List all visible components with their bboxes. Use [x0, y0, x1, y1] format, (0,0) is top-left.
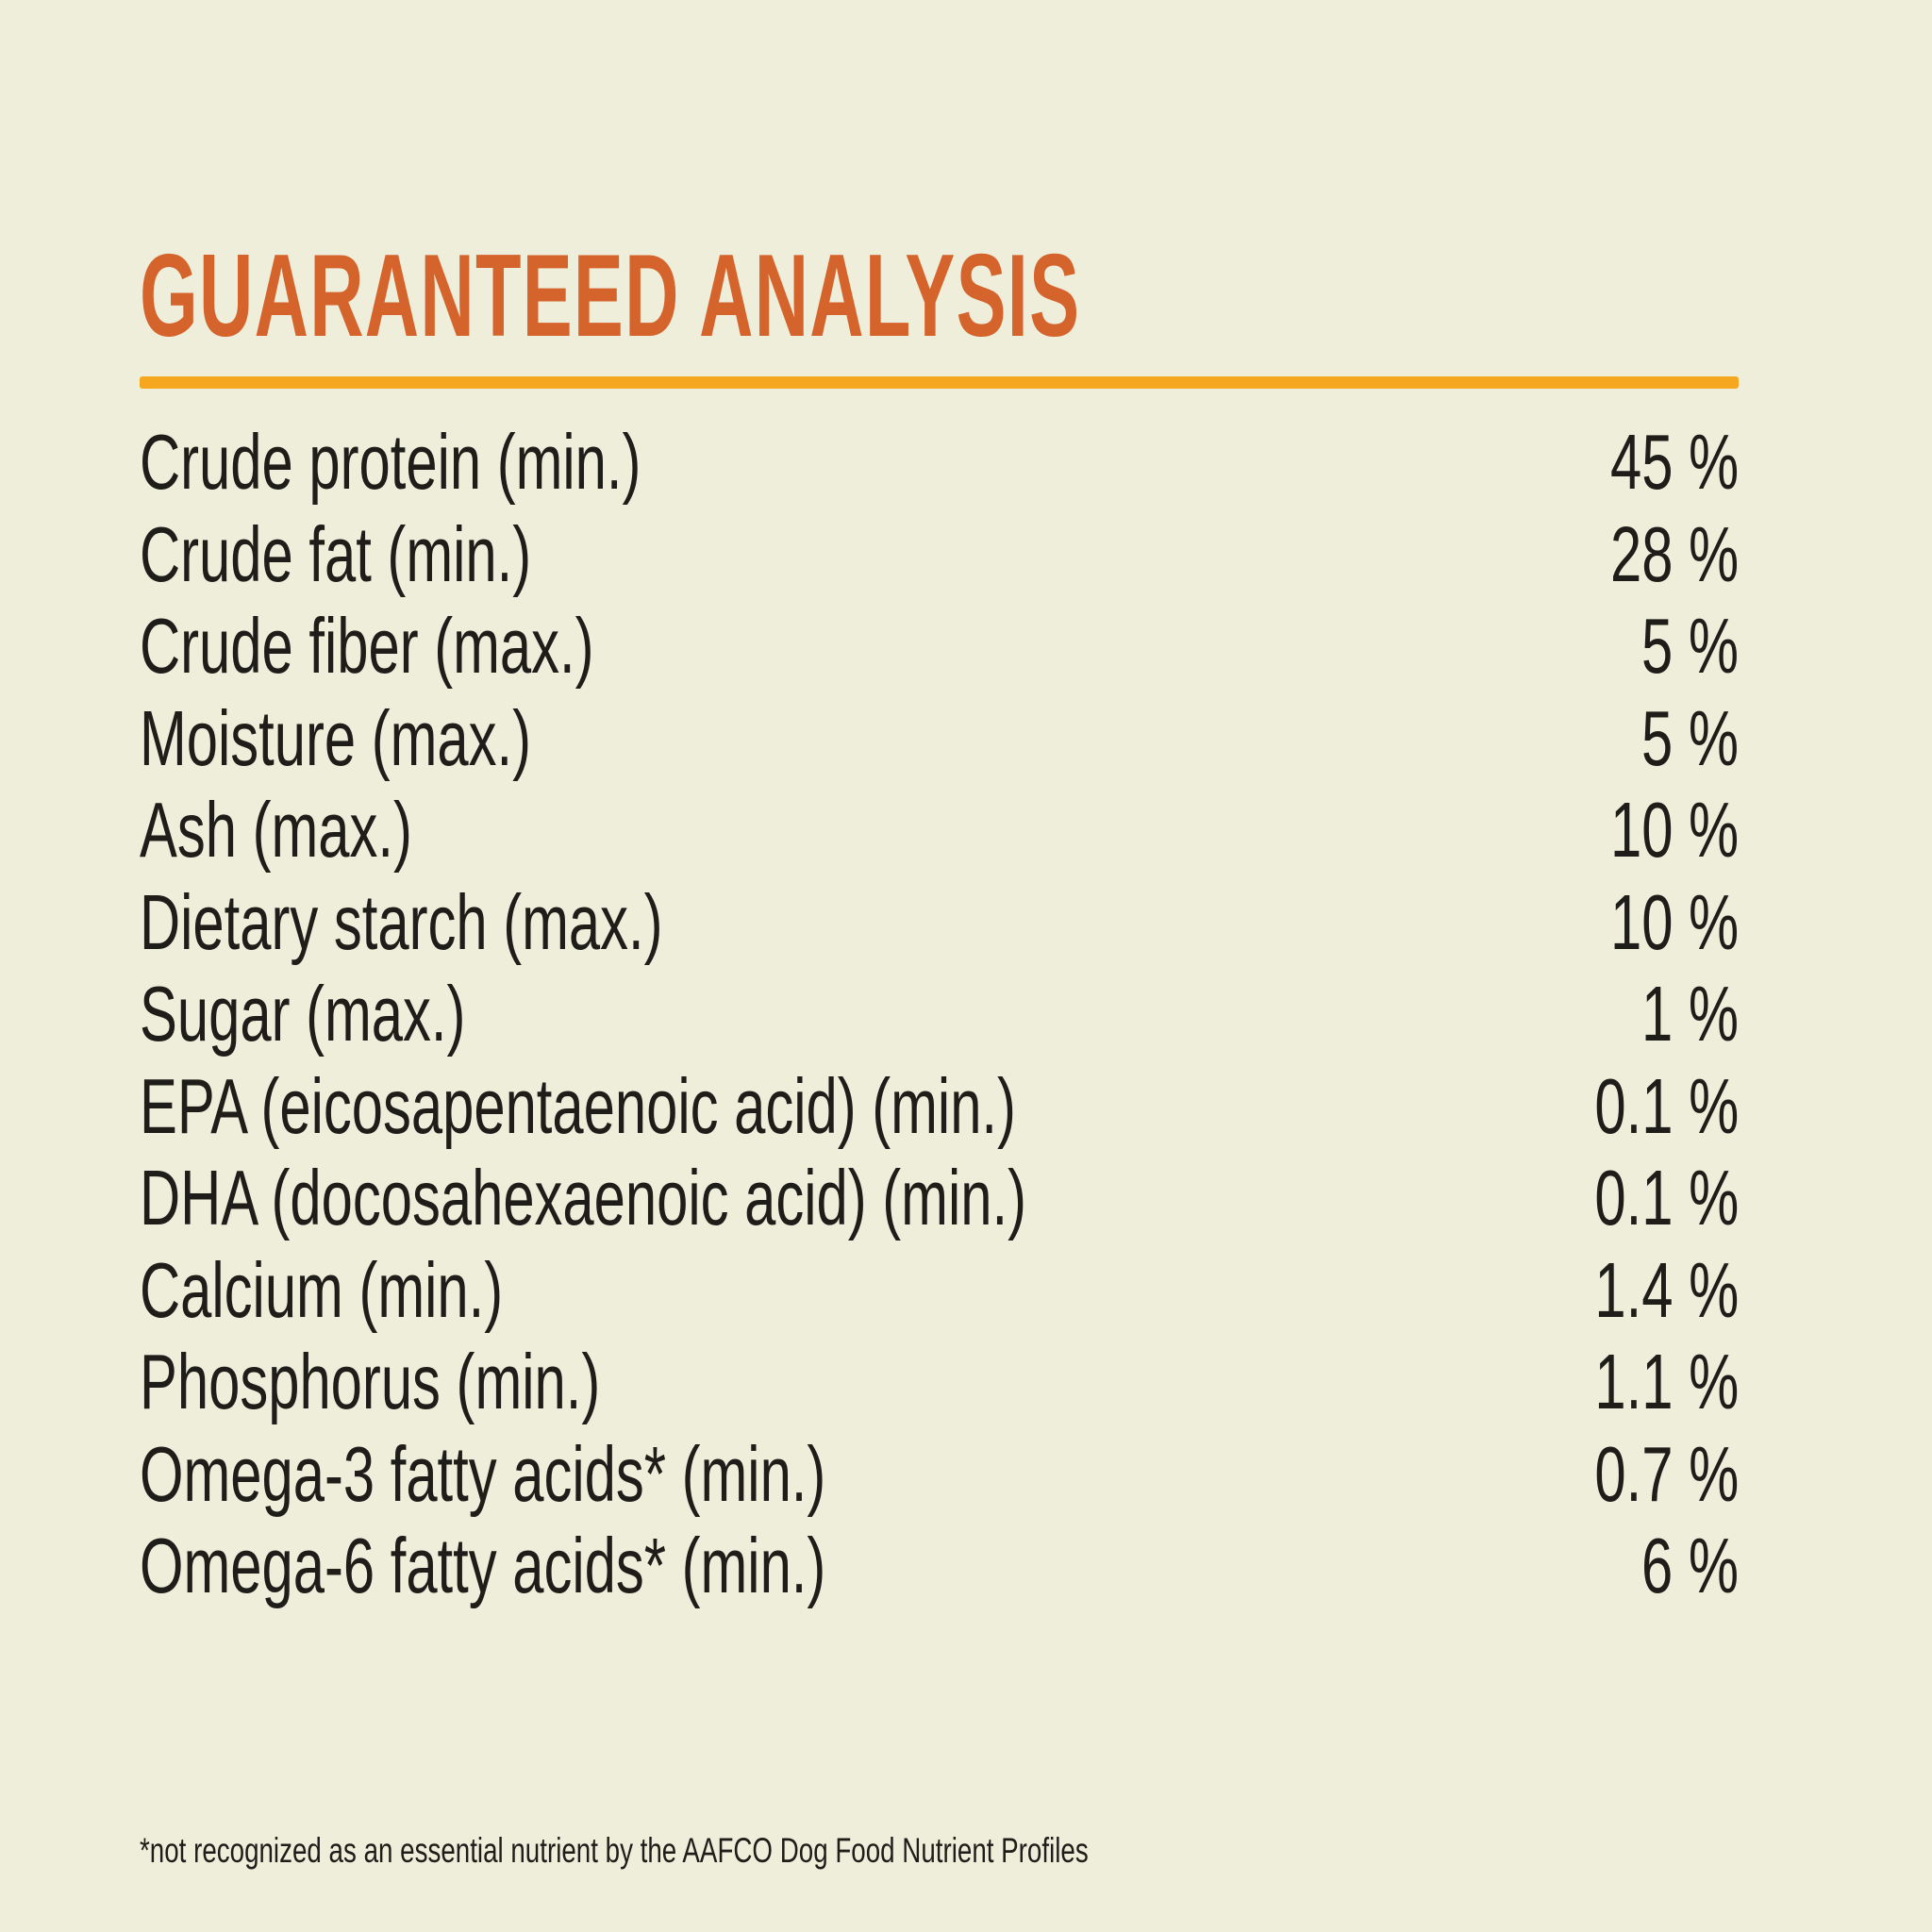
- nutrient-label: Sugar (max.): [140, 970, 466, 1058]
- nutrient-label: Omega-6 fatty acids* (min.): [140, 1522, 826, 1610]
- table-row: Ash (max.) 10 %: [140, 784, 1739, 876]
- table-row: DHA (docosahexaenoic acid) (min.) 0.1 %: [140, 1152, 1739, 1244]
- nutrient-value: 1.4 %: [1594, 1245, 1739, 1334]
- table-row: Phosphorus (min.) 1.1 %: [140, 1336, 1739, 1428]
- nutrient-value: 6 %: [1641, 1522, 1739, 1610]
- nutrient-label: Ash (max.): [140, 786, 412, 874]
- page-title: GUARANTEED ANALYSIS: [140, 231, 1081, 361]
- table-row: Sugar (max.) 1 %: [140, 968, 1739, 1060]
- table-row: Omega-3 fatty acids* (min.) 0.7 %: [140, 1428, 1739, 1521]
- nutrient-label: Calcium (min.): [140, 1245, 504, 1334]
- table-row: Crude fat (min.) 28 %: [140, 508, 1739, 601]
- nutrient-label: DHA (docosahexaenoic acid) (min.): [140, 1154, 1026, 1242]
- table-row: Crude protein (min.) 45 %: [140, 416, 1739, 508]
- nutrient-label: Crude protein (min.): [140, 418, 641, 507]
- table-row: Dietary starch (max.) 10 %: [140, 876, 1739, 969]
- nutrient-value: 0.1 %: [1594, 1061, 1739, 1150]
- nutrient-value: 10 %: [1609, 877, 1739, 966]
- table-row: Moisture (max.) 5 %: [140, 692, 1739, 785]
- nutrient-value: 5 %: [1641, 602, 1739, 691]
- title-divider: [140, 376, 1739, 389]
- footnote: *not recognized as an essential nutrient…: [140, 1831, 1089, 1870]
- table-row: EPA (eicosapentaenoic acid) (min.) 0.1 %: [140, 1060, 1739, 1153]
- nutrient-value: 10 %: [1609, 786, 1739, 874]
- table-row: Calcium (min.) 1.4 %: [140, 1244, 1739, 1337]
- analysis-table: Crude protein (min.) 45 % Crude fat (min…: [140, 416, 1739, 1612]
- nutrient-label: Crude fat (min.): [140, 509, 532, 598]
- table-row: Omega-6 fatty acids* (min.) 6 %: [140, 1520, 1739, 1612]
- nutrient-value: 0.1 %: [1594, 1154, 1739, 1242]
- nutrient-value: 1 %: [1641, 970, 1739, 1058]
- nutrient-label: Omega-3 fatty acids* (min.): [140, 1429, 826, 1518]
- nutrient-value: 0.7 %: [1594, 1429, 1739, 1518]
- nutrient-value: 28 %: [1609, 509, 1739, 598]
- nutrient-label: Crude fiber (max.): [140, 602, 594, 691]
- nutrient-label: EPA (eicosapentaenoic acid) (min.): [140, 1061, 1016, 1150]
- nutrient-value: 5 %: [1641, 693, 1739, 782]
- nutrient-label: Moisture (max.): [140, 693, 532, 782]
- nutrient-label: Dietary starch (max.): [140, 877, 663, 966]
- nutrient-value: 45 %: [1609, 418, 1739, 507]
- table-row: Crude fiber (max.) 5 %: [140, 600, 1739, 692]
- nutrient-label: Phosphorus (min.): [140, 1338, 601, 1426]
- nutrient-value: 1.1 %: [1594, 1338, 1739, 1426]
